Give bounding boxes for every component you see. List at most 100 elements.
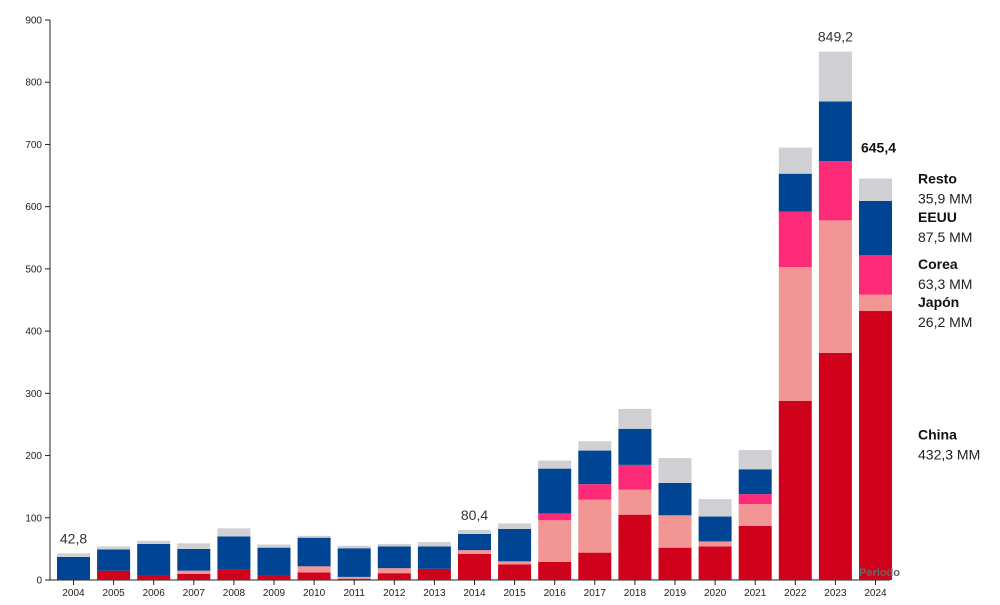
bar-segment-china-2007	[177, 573, 211, 580]
y-tick-label: 200	[25, 451, 42, 462]
bar-segment-resto-2021	[738, 449, 772, 470]
bar-segment-china-2009	[257, 575, 291, 580]
bar-segment-china-2022	[778, 400, 812, 580]
bar-segment-resto-2017	[578, 441, 612, 451]
total-label-2004: 42,8	[60, 530, 87, 546]
bar-segment-jap-n-2017	[578, 499, 612, 553]
legend-item-eeuu: EEUU 87,5 MM	[918, 209, 972, 245]
x-tick-label: 2018	[624, 588, 647, 599]
x-tick-label: 2021	[744, 588, 767, 599]
x-tick-label: 2019	[664, 588, 687, 599]
total-labels-group: 42,8 80,4 849,2 645,4	[60, 29, 896, 547]
bar-segment-jap-n-2019	[658, 515, 692, 548]
y-tick-label: 500	[25, 264, 42, 275]
bar-segment-resto-2007	[177, 543, 211, 549]
bar-segment-china-2021	[738, 525, 772, 580]
bar-segment-eeuu-2019	[658, 482, 692, 516]
bar-stack-2020	[698, 499, 732, 580]
bar-segment-eeuu-2021	[738, 469, 772, 495]
bar-segment-resto-2006	[137, 540, 171, 544]
bar-segment-china-2010	[297, 572, 331, 580]
x-tick-label: 2012	[383, 588, 406, 599]
bar-segment-eeuu-2018	[618, 428, 652, 465]
bar-segment-resto-2012	[377, 543, 411, 547]
x-tick-label: 2015	[503, 588, 526, 599]
y-tick-label: 800	[25, 78, 42, 89]
bar-segment-jap-n-2007	[177, 570, 211, 574]
bar-segment-eeuu-2008	[217, 536, 251, 570]
bar-segment-resto-2020	[698, 499, 732, 517]
bar-segment-china-2013	[417, 568, 451, 580]
bar-segment-resto-2008	[217, 528, 251, 537]
total-label-2014: 80,4	[461, 507, 488, 523]
x-tick-label: 2005	[102, 588, 125, 599]
bar-stack-2023	[818, 51, 852, 580]
y-tick-label: 900	[25, 16, 42, 27]
bar-segment-eeuu-2006	[137, 543, 171, 576]
x-tick-label: 2006	[143, 588, 166, 599]
legend-series-value: 35,9 MM	[918, 191, 972, 207]
bar-segment-eeuu-2011	[337, 548, 371, 577]
legend: Resto 35,9 MM EEUU 87,5 MM Corea 63,3 MM Japón…	[918, 171, 980, 463]
bar-segment-china-2012	[377, 573, 411, 580]
bar-segment-china-2015	[498, 564, 532, 580]
legend-series-name: Resto	[918, 171, 957, 187]
x-tick-label: 2011	[343, 588, 365, 599]
legend-item-china: China 432,3 MM	[918, 427, 980, 463]
x-tick-label: 2009	[263, 588, 286, 599]
bar-stack-2015	[498, 523, 532, 580]
y-tick-label: 0	[36, 576, 42, 587]
bar-segment-corea-2017	[578, 484, 612, 500]
bar-segment-china-2023	[818, 352, 852, 580]
bar-stack-2014	[458, 529, 491, 580]
bar-stack-2012	[377, 543, 411, 580]
bar-segment-corea-2018	[618, 464, 652, 490]
y-axis: 0 100 200 300 400 500 600 700 800 900	[25, 16, 51, 587]
bar-stack-2010	[297, 535, 331, 580]
bar-segment-eeuu-2009	[257, 547, 291, 576]
bar-segment-jap-n-2012	[377, 568, 411, 574]
bar-segment-eeuu-2016	[538, 468, 572, 514]
bar-segment-resto-2024	[859, 178, 892, 201]
legend-item-resto: Resto 35,9 MM	[918, 171, 972, 207]
bar-segment-resto-2013	[417, 542, 451, 547]
total-label-2024: 645,4	[861, 140, 896, 156]
bar-segment-eeuu-2020	[698, 516, 732, 542]
bar-segment-eeuu-2005	[97, 549, 131, 571]
legend-series-value: 87,5 MM	[918, 229, 972, 245]
total-label-2023: 849,2	[818, 29, 853, 45]
bar-segment-resto-2015	[498, 523, 532, 529]
bar-segment-eeuu-2014	[458, 533, 491, 551]
legend-item-corea: Corea 63,3 MM	[918, 256, 972, 292]
bar-segment-corea-2021	[738, 494, 772, 505]
bar-segment-jap-n-2023	[818, 220, 852, 353]
bar-stack-2011	[337, 545, 371, 580]
bar-segment-resto-2023	[818, 51, 852, 102]
x-tick-label: 2008	[223, 588, 246, 599]
bar-stack-2007	[177, 543, 211, 580]
x-tick-label: 2024	[864, 588, 887, 599]
bar-stack-2024	[859, 178, 892, 580]
bar-segment-china-2017	[578, 552, 612, 580]
bar-stack-2018	[618, 408, 652, 580]
bar-segment-eeuu-2007	[177, 548, 211, 571]
bar-segment-china-2005	[97, 570, 131, 580]
bar-stack-2009	[257, 544, 291, 580]
bar-segment-resto-2022	[778, 147, 812, 174]
bar-segment-eeuu-2004	[57, 556, 90, 580]
bar-segment-corea-2023	[818, 161, 852, 221]
bar-segment-china-2014	[458, 553, 491, 580]
x-tick-label: 2022	[784, 588, 807, 599]
bar-segment-resto-2014	[458, 529, 491, 534]
bar-segment-resto-2011	[337, 545, 371, 549]
bar-segment-jap-n-2015	[498, 561, 532, 565]
y-tick-label: 100	[25, 513, 42, 524]
x-tick-label: 2007	[183, 588, 206, 599]
bar-segment-eeuu-2015	[498, 528, 532, 562]
legend-series-name: EEUU	[918, 209, 957, 225]
bar-segment-china-2019	[658, 547, 692, 580]
bar-stack-2006	[137, 540, 171, 580]
bar-segment-jap-n-2024	[859, 294, 892, 312]
